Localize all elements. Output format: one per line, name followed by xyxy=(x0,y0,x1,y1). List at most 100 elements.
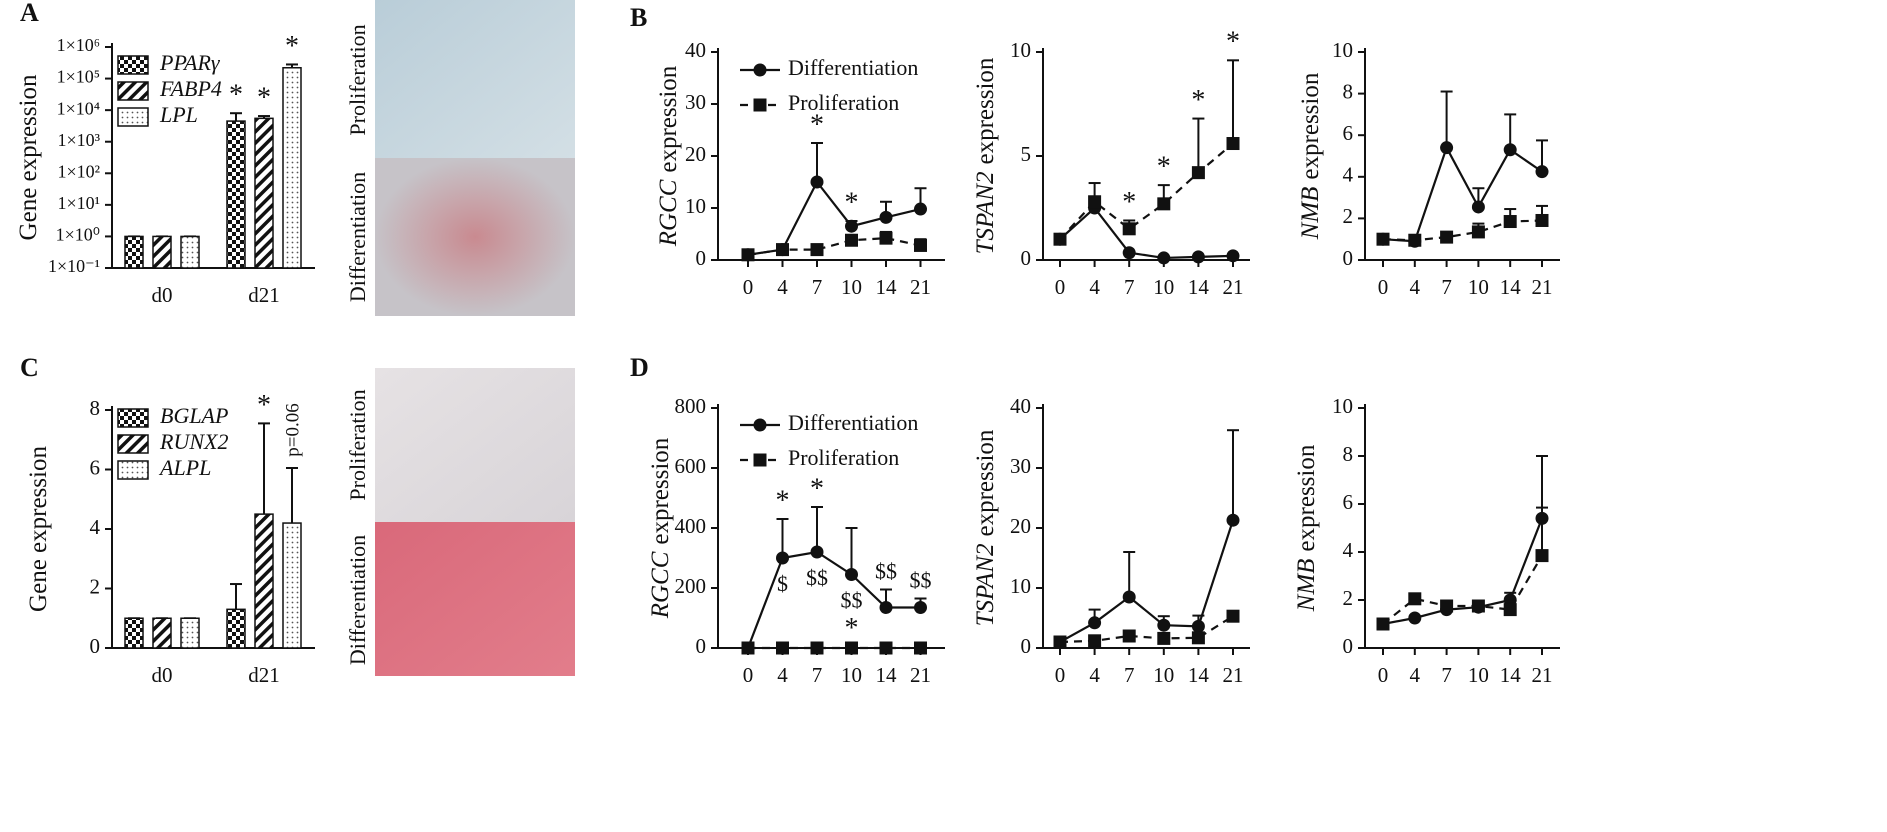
y-tick-label: 4 xyxy=(1343,538,1354,562)
legend-label: Differentiation xyxy=(788,410,918,435)
point xyxy=(1122,629,1136,643)
x-tick-label: d21 xyxy=(248,283,280,307)
point xyxy=(1471,225,1485,239)
x-tick-label: 4 xyxy=(1410,275,1421,299)
panel-label: A xyxy=(20,0,39,27)
annotation: $$ xyxy=(875,559,897,584)
x-tick-label: 0 xyxy=(1378,275,1389,299)
point xyxy=(1157,197,1171,211)
y-axis-title: NMB expression xyxy=(1297,72,1324,240)
point xyxy=(1440,141,1454,155)
series-line xyxy=(1382,555,1543,625)
y-axis-title: RGCC expression xyxy=(647,437,674,619)
annotation: * xyxy=(1157,152,1171,183)
y-tick-label: 1×10² xyxy=(57,161,100,181)
y-axis-title-text: Gene expression xyxy=(25,446,52,612)
legend-label: ALPL xyxy=(158,455,211,480)
x-tick-label: 4 xyxy=(777,663,788,687)
annotation: * xyxy=(257,82,271,113)
point xyxy=(1191,250,1205,264)
point xyxy=(1226,249,1240,263)
series-line xyxy=(1059,519,1235,643)
x-tick-label: 4 xyxy=(777,275,788,299)
x-tick-label: 14 xyxy=(1188,275,1210,299)
chart: A 1×10⁻¹ 1×10⁰ 1×10¹ 1×10² 1×10³ 1×10⁴ 1×10⁵ 1×1… xyxy=(15,0,315,307)
bar xyxy=(226,120,246,269)
y-tick-label: 8 xyxy=(90,396,101,420)
point xyxy=(1440,230,1454,244)
point xyxy=(810,243,824,257)
point xyxy=(776,551,789,565)
x-tick-label: 10 xyxy=(1468,663,1489,687)
point xyxy=(1503,215,1517,229)
annotation: $$ xyxy=(806,565,828,590)
photo-differentiation xyxy=(375,522,575,676)
y-tick-label: 10 xyxy=(1010,574,1031,598)
series-line xyxy=(1382,144,1543,243)
annotation: * xyxy=(845,613,859,644)
point xyxy=(1053,232,1067,246)
y-tick-label: 10 xyxy=(1332,38,1353,62)
annotation: $ xyxy=(777,571,788,596)
bar xyxy=(254,513,274,649)
x-tick-label: 7 xyxy=(812,663,823,687)
y-tick-label: 0 xyxy=(1343,246,1354,270)
y-tick-label: 1×10⁶ xyxy=(57,35,100,55)
point xyxy=(1503,603,1517,617)
y-axis-title: RGCC expression xyxy=(655,65,682,247)
y-tick-label: 600 xyxy=(675,454,707,478)
y-tick-label: 0 xyxy=(696,634,707,658)
point xyxy=(741,641,755,655)
point xyxy=(1408,611,1422,625)
point xyxy=(914,601,927,614)
series-line xyxy=(747,237,921,256)
x-tick-label: 14 xyxy=(1500,275,1522,299)
panel-label: C xyxy=(20,353,39,382)
y-axis-title-text: Gene expression xyxy=(15,74,42,240)
photo-label: Proliferation xyxy=(345,24,370,135)
point xyxy=(845,641,858,655)
y-axis-title-gene: NMB xyxy=(1293,559,1320,613)
point xyxy=(845,219,858,233)
y-tick-label: 1×10³ xyxy=(57,130,100,150)
y-axis-title: NMB expression xyxy=(1293,444,1320,612)
x-tick-label: 0 xyxy=(1055,663,1066,687)
x-tick-label: 10 xyxy=(1153,275,1174,299)
photo-label: Differentiation xyxy=(345,535,370,665)
point xyxy=(1471,200,1485,214)
legend-marker xyxy=(753,63,767,77)
legend-label: FABP4 xyxy=(159,76,222,101)
point xyxy=(810,175,824,189)
y-axis-title-text: expression xyxy=(655,65,682,172)
y-axis-title-gene: RGCC xyxy=(647,551,674,619)
annotation: * xyxy=(1226,27,1240,58)
x-tick-label: 21 xyxy=(1223,275,1244,299)
annotation: p=0.06 xyxy=(282,403,303,456)
annotation: * xyxy=(285,31,299,62)
legend-label: Proliferation xyxy=(788,90,899,115)
x-tick-label: 7 xyxy=(1441,663,1452,687)
bar xyxy=(152,617,172,649)
annotation: $$ xyxy=(910,568,932,593)
legend-swatch xyxy=(117,460,149,480)
x-tick-label: 7 xyxy=(1441,275,1452,299)
series-line xyxy=(1382,219,1543,242)
y-axis-title: TSPAN2 expression xyxy=(972,57,999,254)
point xyxy=(1440,599,1454,613)
y-tick-label: 0 xyxy=(90,634,101,658)
y-tick-label: 0 xyxy=(1343,634,1354,658)
y-tick-label: 1×10⁰ xyxy=(56,225,100,245)
y-tick-label: 20 xyxy=(1010,514,1031,538)
bar xyxy=(226,608,246,649)
y-tick-label: 5 xyxy=(1021,142,1032,166)
point xyxy=(1226,609,1240,623)
point xyxy=(1053,635,1067,649)
y-tick-label: 10 xyxy=(1332,394,1353,418)
legend-swatch xyxy=(117,55,149,75)
annotation: * xyxy=(257,390,271,421)
y-tick-label: 40 xyxy=(685,38,706,62)
y-tick-label: 8 xyxy=(1343,79,1354,103)
annotation: * xyxy=(1191,85,1205,116)
photo-panel-a: Proliferation Differentiation xyxy=(345,0,575,316)
